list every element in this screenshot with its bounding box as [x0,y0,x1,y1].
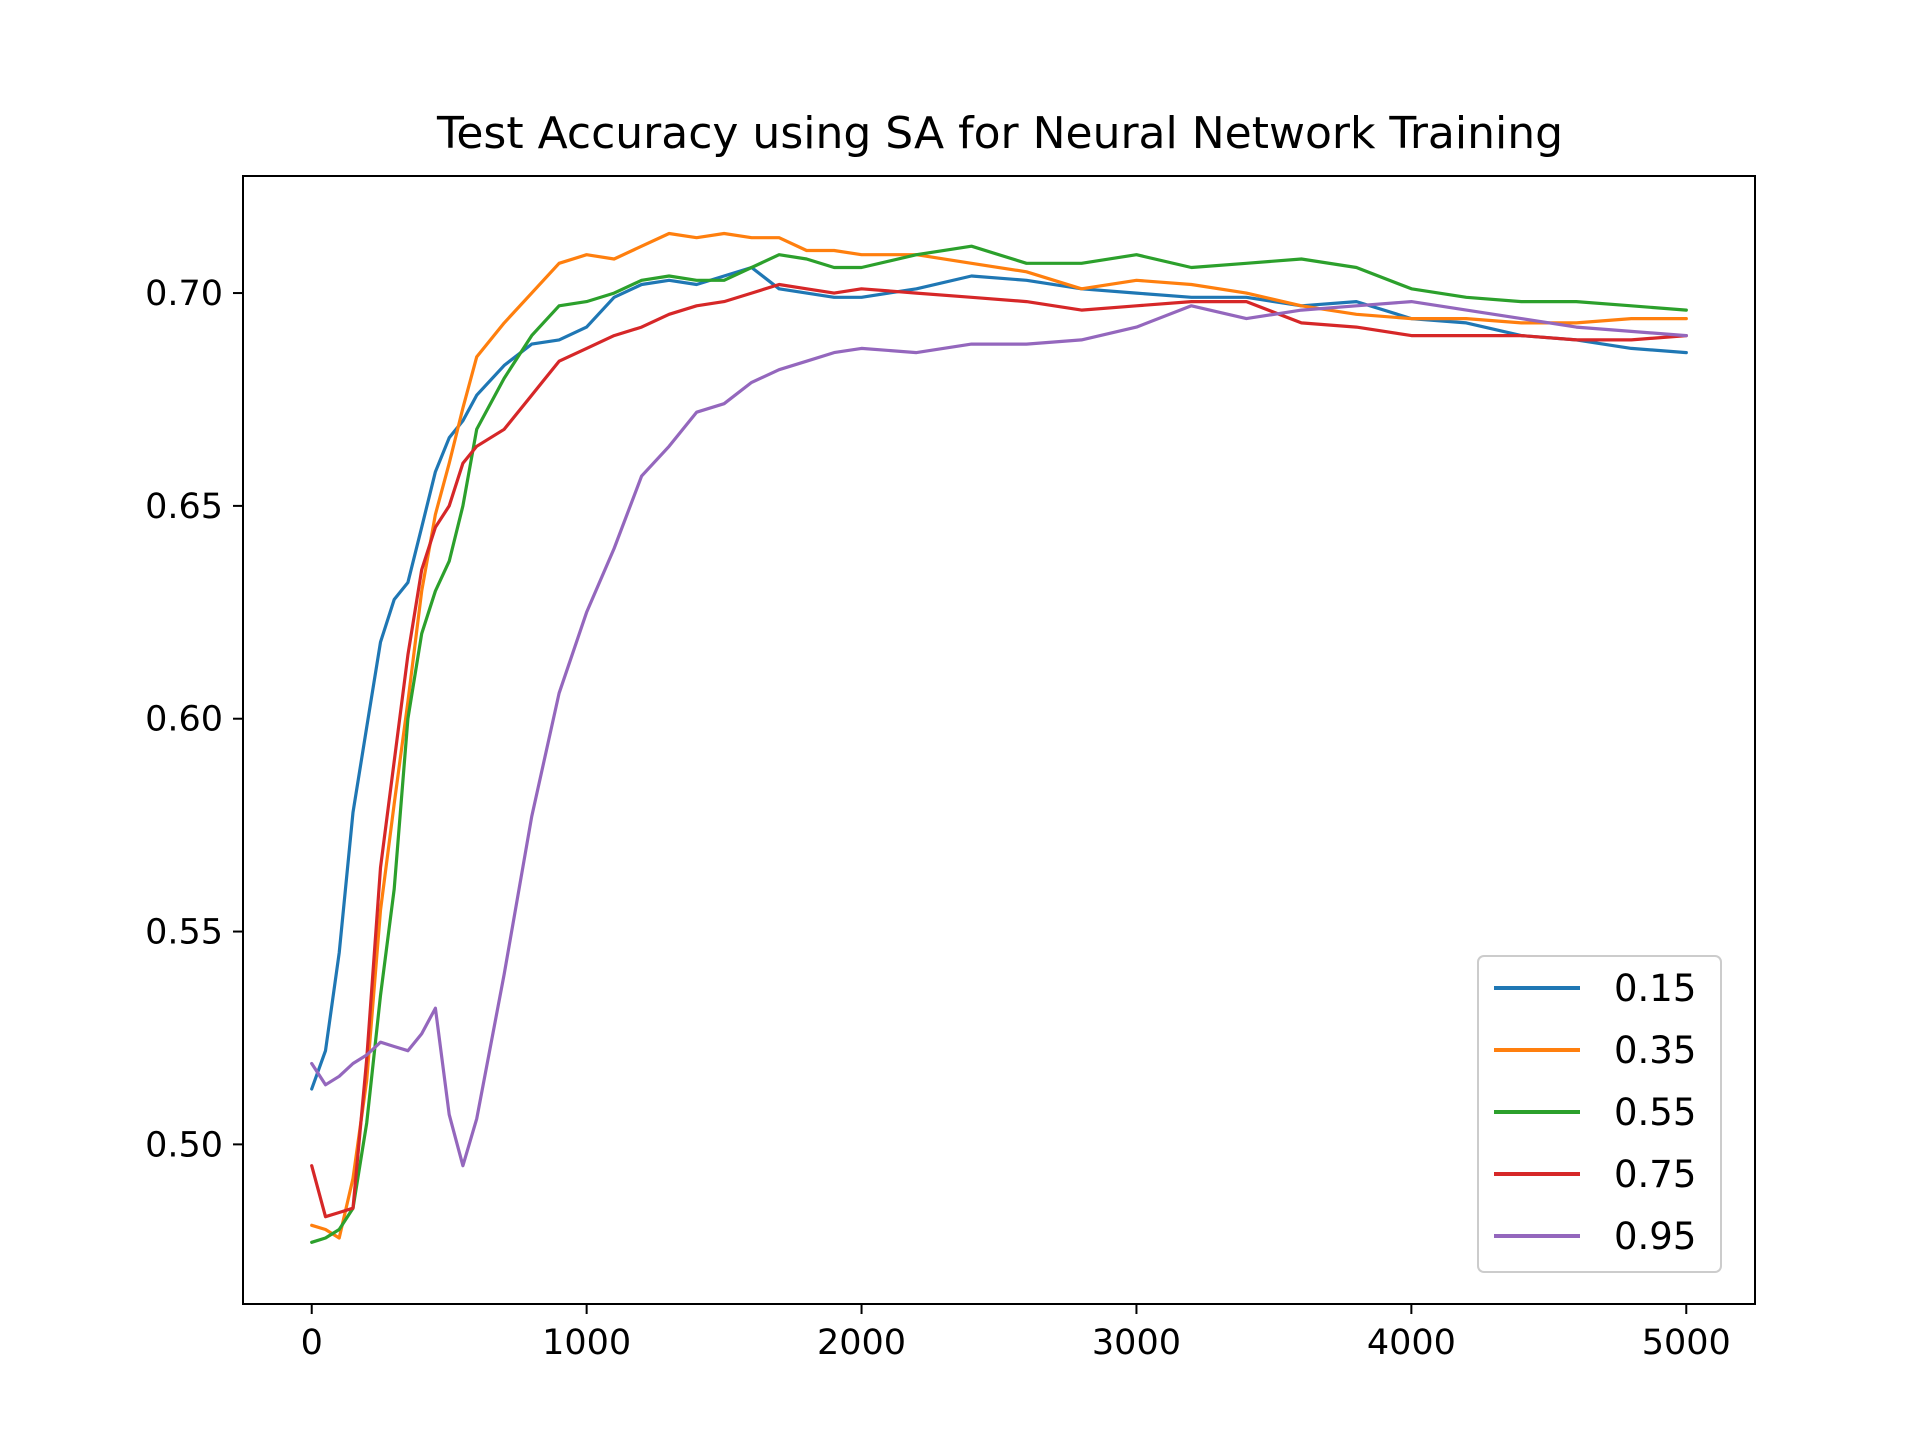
chart-title: Test Accuracy using SA for Neural Networ… [436,108,1563,159]
y-tick-label: 0.55 [145,913,223,953]
series-line-0.55 [310,244,1688,1244]
series-layer [310,231,1688,1244]
legend-label: 0.95 [1614,1215,1696,1258]
y-tick-label: 0.70 [145,274,223,314]
legend-label: 0.35 [1614,1029,1696,1072]
y-tick-label: 0.65 [145,487,223,527]
x-tick-label: 3000 [1092,1323,1181,1363]
y-axis: 0.50 0.55 0.60 0.65 0.70 [145,274,243,1165]
x-tick-label: 5000 [1642,1323,1731,1363]
y-tick-label: 0.50 [145,1125,223,1165]
legend: 0.15 0.35 0.55 0.75 0.95 [1477,955,1722,1273]
series-line-0.35 [310,231,1688,1240]
y-tick-label: 0.60 [145,700,223,740]
plot-frame [242,175,1756,1305]
x-tick-label: 2000 [817,1323,906,1363]
legend-label: 0.15 [1614,967,1696,1010]
x-tick-label: 4000 [1367,1323,1456,1363]
series-line-0.75 [310,282,1688,1219]
legend-box [1477,955,1722,1273]
legend-label: 0.55 [1614,1091,1696,1134]
x-tick-label: 1000 [542,1323,631,1363]
legend-label: 0.75 [1614,1153,1696,1196]
series-line-0.95 [310,300,1688,1168]
x-axis: 0 1000 2000 3000 4000 5000 [301,1304,1731,1363]
x-tick-label: 0 [301,1323,323,1363]
